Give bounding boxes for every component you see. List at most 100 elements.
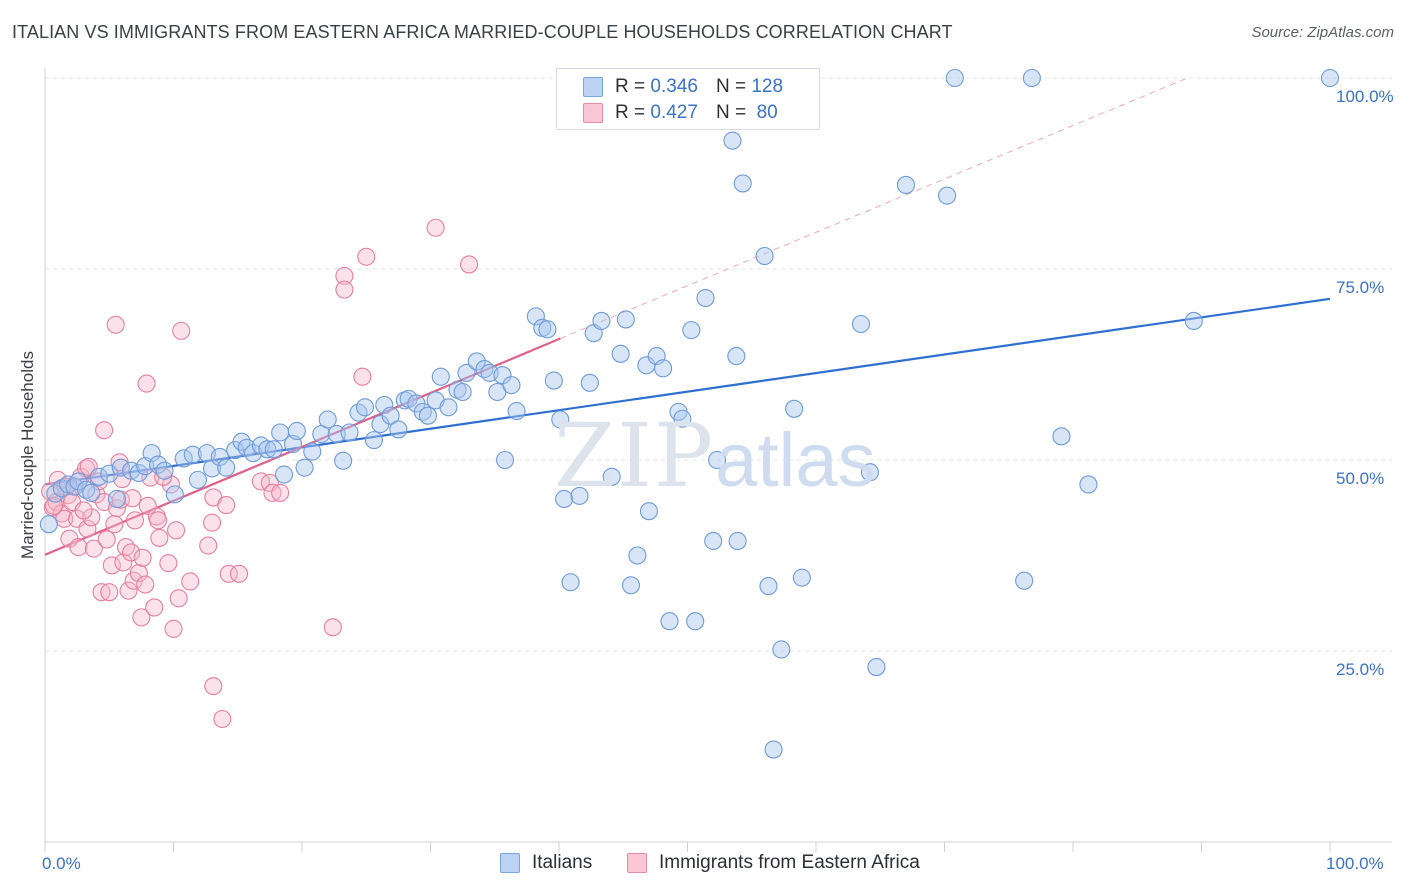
series-legend: Italians Immigrants from Eastern Africa: [0, 852, 1406, 876]
italians-point: [772, 640, 791, 659]
eastern-africa-n-value: 80: [756, 102, 778, 123]
eastern-africa-point: [353, 367, 372, 386]
eastern-africa-point: [125, 511, 144, 530]
italians-point: [621, 576, 641, 595]
eastern-africa-point: [150, 528, 169, 547]
italians-point: [467, 352, 486, 371]
italians-point: [111, 458, 130, 477]
eastern-africa-point: [323, 618, 342, 637]
italians-legend-swatch-icon: [500, 853, 520, 873]
italians-point: [303, 442, 322, 461]
italians-point: [555, 489, 574, 509]
italians-point: [318, 410, 337, 429]
eastern-africa-point: [74, 501, 93, 520]
italians-point: [381, 406, 400, 425]
italians-point: [389, 420, 408, 439]
stats-legend: R = 0.346 N = 128 R = 0.427 N = 80: [556, 68, 820, 130]
y-tick-label: 50.0%: [1336, 469, 1385, 488]
italians-point: [142, 444, 161, 463]
italians-point: [538, 320, 557, 339]
italians-point: [860, 463, 880, 482]
italians-point: [696, 288, 715, 308]
italians-point: [431, 367, 450, 386]
italians-point: [507, 402, 526, 421]
eastern-africa-point: [107, 499, 127, 518]
eastern-africa-point: [119, 581, 138, 600]
eastern-africa-point: [167, 521, 186, 540]
y-tick-label: 75.0%: [1336, 278, 1385, 297]
italians-point: [1184, 311, 1203, 331]
eastern-africa-point: [136, 575, 155, 594]
italians-point: [654, 359, 673, 378]
eastern-africa-point: [105, 515, 124, 534]
italians-point: [355, 398, 375, 417]
eastern-africa-point: [122, 543, 141, 562]
italians-point: [1022, 68, 1041, 88]
italians-point: [274, 465, 294, 484]
eastern-africa-legend-swatch-icon: [627, 853, 647, 873]
italians-point: [77, 480, 96, 499]
italians-point: [580, 373, 599, 392]
legend-item-italians[interactable]: Italians: [500, 852, 592, 874]
italians-point: [785, 399, 804, 418]
chart-source: Source: ZipAtlas.com: [1251, 24, 1394, 41]
italians-r-value: 0.346: [650, 76, 698, 97]
eastern-africa-point: [213, 709, 232, 729]
eastern-africa-point: [204, 677, 223, 696]
italians-point: [592, 311, 611, 331]
italians-point: [264, 440, 283, 459]
italians-point: [602, 467, 621, 486]
italians-point: [639, 502, 659, 521]
eastern-africa-point: [164, 619, 183, 638]
gridlines: [45, 77, 1392, 652]
stats-legend-row-eastern-africa: R = 0.427 N = 80: [583, 101, 778, 125]
eastern-africa-point: [335, 280, 354, 299]
italians-point: [340, 423, 359, 442]
watermark: ZIPatlas: [554, 404, 876, 507]
italians-point: [439, 398, 458, 417]
eastern-africa-point: [229, 564, 249, 583]
eastern-africa-point: [335, 266, 354, 285]
eastern-africa-point: [114, 553, 133, 572]
eastern-africa-point: [48, 470, 67, 489]
eastern-africa-point: [459, 255, 479, 274]
italians-point: [82, 483, 101, 502]
eastern-africa-r-value: 0.427: [650, 102, 698, 123]
eastern-africa-point: [203, 513, 222, 532]
legend-item-eastern-africa[interactable]: Immigrants from Eastern Africa: [627, 852, 920, 874]
eastern-africa-point: [159, 554, 178, 573]
eastern-africa-point: [137, 374, 156, 393]
italians-point: [551, 410, 570, 429]
italians-point: [851, 314, 871, 334]
x-tick-label-min: 0.0%: [42, 854, 81, 873]
italians-point: [686, 612, 705, 631]
italians-point: [295, 458, 314, 477]
italians-point: [1079, 475, 1098, 494]
italians-point: [764, 740, 783, 759]
eastern-africa-point: [132, 608, 151, 627]
italians-point: [183, 445, 202, 464]
italians-point: [792, 568, 811, 587]
italians-point: [493, 366, 512, 385]
y-tick-label: 100.0%: [1336, 87, 1394, 106]
italians-point: [755, 246, 774, 266]
eastern-africa-point: [129, 564, 148, 583]
italians-point: [188, 470, 207, 489]
y-axis-label: Married-couple Households: [18, 351, 37, 559]
italians-swatch-icon: [583, 77, 603, 97]
italians-point: [287, 421, 306, 441]
italians-point: [708, 450, 727, 470]
eastern-africa-point: [199, 536, 218, 555]
italians-point: [938, 186, 957, 205]
italians-point: [174, 449, 193, 468]
eastern-africa-point: [251, 472, 270, 491]
italians-point: [728, 531, 747, 551]
italians-point: [457, 363, 476, 382]
italians-point: [704, 531, 723, 551]
italians-point: [561, 573, 580, 592]
italians-point: [526, 307, 545, 326]
italians-point: [39, 515, 58, 534]
italians-point: [733, 174, 752, 193]
italians-point: [727, 347, 746, 366]
